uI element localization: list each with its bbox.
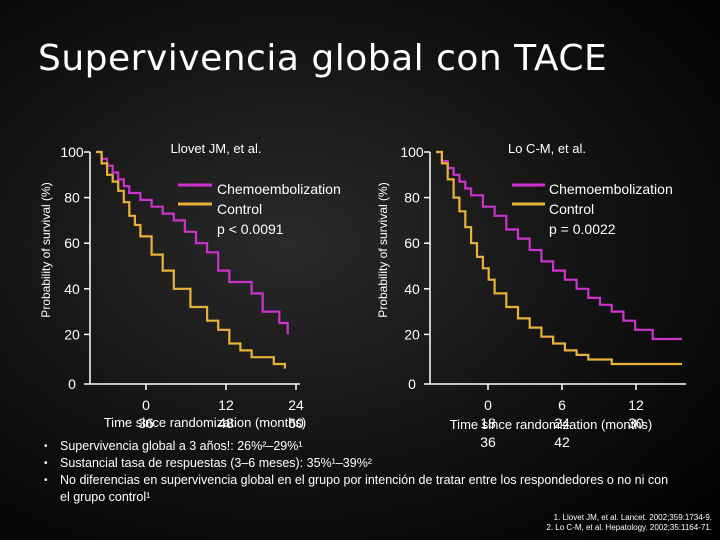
y-tick-label: 100: [400, 144, 424, 160]
bullet-item: Supervivencia global a 3 años!: 26%²–29%…: [40, 438, 680, 455]
y-tick-label: 60: [404, 235, 420, 251]
reference-item: 2. Lo C-M, et al. Hepatology. 2002;35:11…: [546, 523, 712, 532]
y-tick-label: 20: [64, 326, 80, 342]
x-tick-label: 60: [288, 415, 304, 431]
x-tick-label: 24: [288, 397, 304, 413]
right-legend-chemo: Chemoembolization: [549, 181, 673, 197]
y-tick-label: 0: [68, 376, 76, 392]
x-tick-label: 36: [138, 415, 154, 431]
slide-title: Supervivencia global con TACE: [38, 38, 608, 79]
right-subtitle: Lo C-M, et al.: [508, 141, 586, 156]
left-legend: Chemoembolization Control p < 0.0091: [178, 181, 341, 237]
x-tick-label: 0: [484, 397, 492, 413]
left-legend-pvalue: p < 0.0091: [217, 221, 284, 237]
chart-right: Probability of survival (%) Lo C-M, et a…: [376, 141, 686, 450]
bullet-list: Supervivencia global a 3 años!: 26%²–29%…: [40, 438, 680, 506]
series-line-control: [436, 150, 682, 366]
x-tick-label: 12: [218, 397, 234, 413]
y-tick-label: 100: [60, 144, 84, 160]
series-line-chemoembolization: [96, 150, 289, 335]
x-tick-label: 24: [554, 415, 570, 431]
right-legend: Chemoembolization Control p = 0.0022: [512, 181, 673, 237]
left-series-group: [96, 150, 289, 369]
x-tick-label: 30: [628, 415, 644, 431]
y-tick-label: 20: [404, 326, 420, 342]
x-tick-label: 48: [218, 415, 234, 431]
chart-left: Probability of survival (%) Llovet JM, e…: [39, 141, 341, 431]
x-tick-label: 18: [480, 415, 496, 431]
bullet-item: No diferencias en supervivencia global e…: [40, 472, 680, 506]
references: 1. Llovet JM, et al. Lancet. 2002;359:17…: [546, 513, 712, 533]
right-y-axis: 0 20 40 60 80 100: [400, 144, 431, 392]
y-tick-label: 0: [408, 376, 416, 392]
y-tick-label: 40: [64, 281, 80, 297]
y-tick-label: 80: [64, 190, 80, 206]
bullet-item: Sustancial tasa de respuestas (3–6 meses…: [40, 455, 680, 472]
left-y-axis: 0 20 40 60 80 100: [60, 144, 91, 392]
x-tick-label: 0: [142, 397, 150, 413]
right-series-group: [436, 150, 682, 366]
reference-item: 1. Llovet JM, et al. Lancet. 2002;359:17…: [553, 513, 712, 522]
left-xlabel: Time since randomization (months): [104, 415, 307, 430]
y-tick-label: 60: [64, 235, 80, 251]
y-tick-label: 40: [404, 281, 420, 297]
series-line-chemoembolization: [436, 150, 682, 341]
left-legend-chemo: Chemoembolization: [217, 181, 341, 197]
right-legend-pvalue: p = 0.0022: [549, 221, 616, 237]
x-tick-label: 12: [628, 397, 644, 413]
left-subtitle: Llovet JM, et al.: [170, 141, 261, 156]
left-x-axis: 0 12 24 36 48 60: [90, 383, 304, 431]
x-tick-label: 6: [558, 397, 566, 413]
right-xlabel: Time since randomization (months): [450, 417, 653, 432]
right-ylabel: Probability of survival (%): [376, 182, 390, 317]
right-legend-control: Control: [549, 201, 594, 217]
left-ylabel: Probability of survival (%): [39, 182, 53, 317]
series-line-control: [96, 150, 286, 369]
y-tick-label: 80: [404, 190, 420, 206]
left-legend-control: Control: [217, 201, 262, 217]
